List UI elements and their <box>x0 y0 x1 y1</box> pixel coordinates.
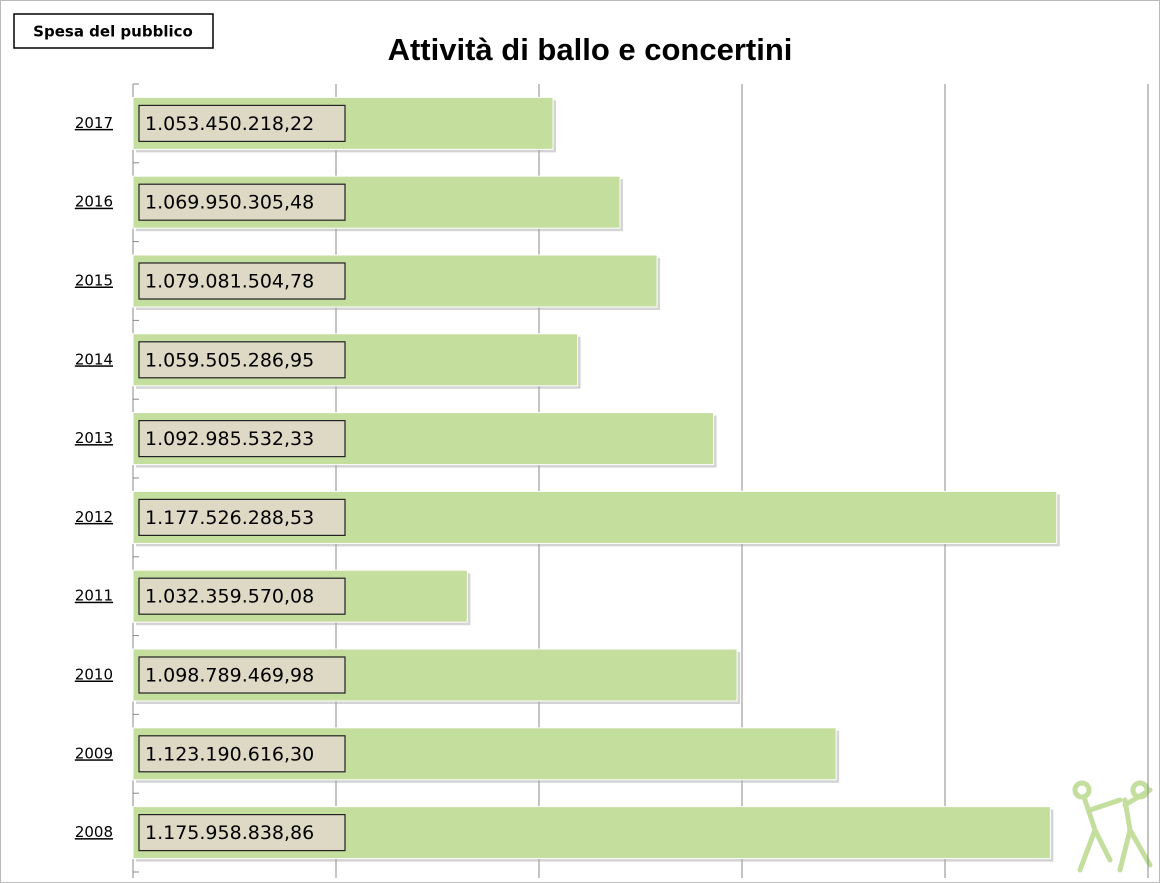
y-tick-label: 2016 <box>75 193 113 211</box>
value-label-box <box>138 183 346 221</box>
value-label: 1.175.958.838,86 <box>145 822 314 844</box>
dancers <box>1072 780 1153 873</box>
y-tick-label: 2008 <box>75 823 113 841</box>
value-label: 1.053.450.218,22 <box>145 113 314 135</box>
value-label: 1.059.505.286,95 <box>145 349 314 371</box>
value-label: 1.032.359.570,08 <box>145 586 314 608</box>
y-tick-label: 2017 <box>75 114 113 132</box>
value-label: 1.069.950.305,48 <box>145 192 314 214</box>
subtitle-box <box>13 13 214 49</box>
value-label-box <box>138 577 346 615</box>
value-label-box <box>138 735 346 773</box>
y-tick-label: 2011 <box>75 587 113 605</box>
y-tick-label: 2013 <box>75 429 113 447</box>
value-label-box <box>138 656 346 694</box>
value-label: 1.123.190.616,30 <box>145 743 314 765</box>
value-label-box <box>138 262 346 300</box>
value-label-box <box>138 813 346 852</box>
value-label: 1.177.526.288,53 <box>145 507 314 529</box>
chart-title: Attività di ballo e concertini <box>388 32 793 67</box>
y-tick-label: 2010 <box>75 666 113 684</box>
value-label: 1.098.789.469,98 <box>145 665 314 687</box>
chart-subtitle: Spesa del pubblico <box>33 23 193 41</box>
value-label: 1.092.985.532,33 <box>145 428 314 450</box>
value-label-box <box>138 498 346 536</box>
y-tick-label: 2012 <box>75 508 113 526</box>
y-tick-label: 2014 <box>75 350 113 368</box>
y-tick-label: 2009 <box>75 744 113 762</box>
y-tick-label: 2015 <box>75 272 113 290</box>
value-label-box <box>138 341 346 379</box>
value-label-box <box>138 104 346 143</box>
value-label: 1.079.081.504,78 <box>145 271 314 293</box>
value-label-box <box>138 420 346 458</box>
